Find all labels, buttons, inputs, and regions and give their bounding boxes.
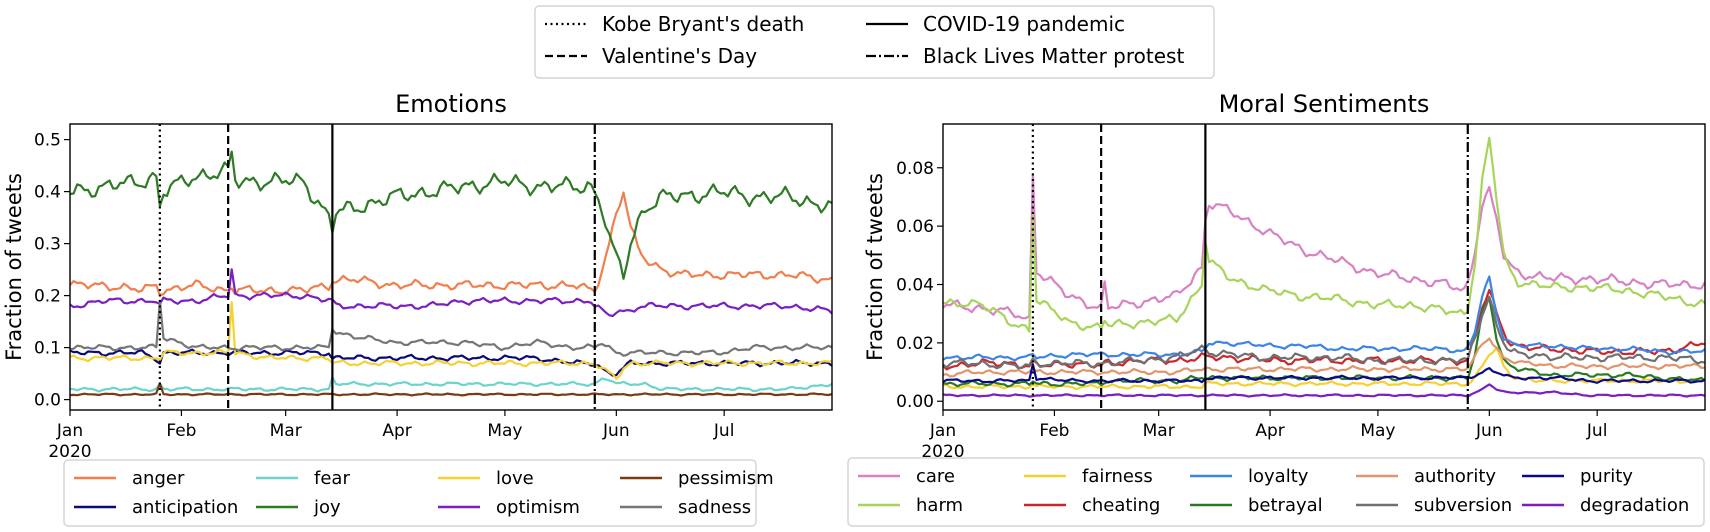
event-legend: Kobe Bryant's death COVID-19 pandemic Va… bbox=[534, 5, 1215, 79]
legend-label-authority: authority bbox=[1414, 466, 1496, 487]
x-tick-label: Jun bbox=[602, 421, 630, 441]
axes-frame bbox=[69, 123, 833, 411]
plot-area bbox=[70, 150, 832, 397]
series-line-anticipation bbox=[70, 348, 832, 377]
x-tick-label: Jul bbox=[713, 421, 735, 441]
series-line-purity bbox=[943, 363, 1705, 384]
x-tick-label: May bbox=[487, 421, 522, 441]
x-tick-sublabel: 2020 bbox=[921, 442, 964, 462]
y-tick-label: 0.08 bbox=[896, 159, 934, 179]
legend-label-degradation: degradation bbox=[1580, 495, 1689, 516]
series-legend-frame bbox=[63, 459, 757, 527]
y-tick-label: 0.1 bbox=[34, 339, 61, 359]
series-line-pessimism bbox=[70, 382, 832, 397]
chart-panel-moral-sentiments: Moral Sentiments Fraction of tweets 0.00 0.… bbox=[847, 90, 1706, 527]
series-line-authority bbox=[943, 337, 1705, 378]
x-tick-label: Jul bbox=[1586, 421, 1608, 441]
legend-label-pessimism: pessimism bbox=[678, 468, 774, 489]
x-tick-label: Feb bbox=[166, 421, 196, 441]
axes-frame bbox=[942, 123, 1706, 411]
legend-label-anticipation: anticipation bbox=[132, 497, 238, 518]
x-tick-label: Jan bbox=[929, 421, 956, 441]
series-line-care bbox=[943, 172, 1705, 320]
x-tick-label: Mar bbox=[1143, 421, 1175, 441]
chart-panel-emotions: Emotions Fraction of tweets 0.0 0.1 0.2 0.3 0.… bbox=[2, 90, 833, 527]
series-legend: anger anticipation fear joy love optimism pess… bbox=[63, 459, 774, 527]
series-line-subversion bbox=[943, 295, 1705, 370]
series-line-sadness bbox=[70, 299, 832, 357]
y-tick-label: 0.06 bbox=[896, 217, 934, 237]
legend-label-fairness: fairness bbox=[1082, 466, 1153, 487]
legend-label-subversion: subversion bbox=[1414, 495, 1512, 516]
legend-label-optimism: optimism bbox=[496, 497, 580, 518]
series-line-love bbox=[70, 301, 832, 380]
y-tick-label: 0.3 bbox=[34, 235, 61, 255]
legend-label-sadness: sadness bbox=[678, 497, 751, 518]
series-line-degradation bbox=[943, 383, 1705, 398]
event-legend-item-covid: COVID-19 pandemic bbox=[866, 12, 1125, 36]
plot-area bbox=[943, 136, 1705, 398]
legend-label-loyalty: loyalty bbox=[1248, 466, 1309, 487]
event-legend-frame bbox=[534, 5, 1215, 79]
y-axis-label: Fraction of tweets bbox=[863, 173, 887, 361]
legend-label-joy: joy bbox=[313, 497, 341, 518]
x-tick-label: Apr bbox=[382, 421, 411, 441]
x-tick-label: Feb bbox=[1039, 421, 1069, 441]
chart-title: Emotions bbox=[395, 90, 507, 118]
legend-label-anger: anger bbox=[132, 468, 185, 489]
y-tick-label: 0.00 bbox=[896, 392, 934, 412]
y-tick-label: 0.04 bbox=[896, 276, 934, 296]
event-legend-label: Valentine's Day bbox=[602, 44, 757, 68]
legend-label-cheating: cheating bbox=[1082, 495, 1160, 516]
x-tick-label: Jun bbox=[1475, 421, 1503, 441]
x-tick-label: Mar bbox=[270, 421, 302, 441]
y-tick-label: 0.02 bbox=[896, 334, 934, 354]
x-tick-label: Apr bbox=[1255, 421, 1284, 441]
chart-title: Moral Sentiments bbox=[1219, 90, 1430, 118]
legend-label-purity: purity bbox=[1580, 466, 1633, 487]
y-tick-label: 0.2 bbox=[34, 287, 61, 307]
y-tick-label: 0.4 bbox=[34, 183, 61, 203]
legend-label-fear: fear bbox=[314, 468, 350, 489]
event-legend-label: Kobe Bryant's death bbox=[602, 12, 804, 36]
x-tick-sublabel: 2020 bbox=[48, 442, 91, 462]
event-legend-item-valentine: Valentine's Day bbox=[545, 44, 757, 68]
series-line-optimism bbox=[70, 268, 832, 318]
event-legend-item-kobe: Kobe Bryant's death bbox=[545, 12, 804, 36]
y-tick-label: 0.5 bbox=[34, 131, 61, 151]
series-line-fear bbox=[70, 376, 832, 393]
series-line-loyalty bbox=[943, 275, 1705, 362]
series-line-harm bbox=[943, 136, 1705, 333]
event-legend-label: COVID-19 pandemic bbox=[923, 12, 1125, 36]
legend-label-betrayal: betrayal bbox=[1248, 495, 1323, 516]
series-line-fairness bbox=[943, 346, 1705, 391]
series-line-anger bbox=[70, 191, 832, 297]
event-legend-item-blm: Black Lives Matter protest bbox=[866, 44, 1184, 68]
x-tick-label: Jan bbox=[56, 421, 83, 441]
legend-label-love: love bbox=[496, 468, 534, 489]
series-line-betrayal bbox=[943, 296, 1705, 388]
y-tick-label: 0.0 bbox=[34, 391, 61, 411]
series-line-joy bbox=[70, 150, 832, 280]
x-tick-label: May bbox=[1360, 421, 1395, 441]
legend-label-harm: harm bbox=[916, 495, 963, 516]
series-legend: care harm fairness cheating loyalty betrayal a… bbox=[847, 457, 1705, 527]
legend-label-care: care bbox=[916, 466, 955, 487]
event-legend-label: Black Lives Matter protest bbox=[923, 44, 1184, 68]
y-axis-label: Fraction of tweets bbox=[2, 173, 26, 361]
